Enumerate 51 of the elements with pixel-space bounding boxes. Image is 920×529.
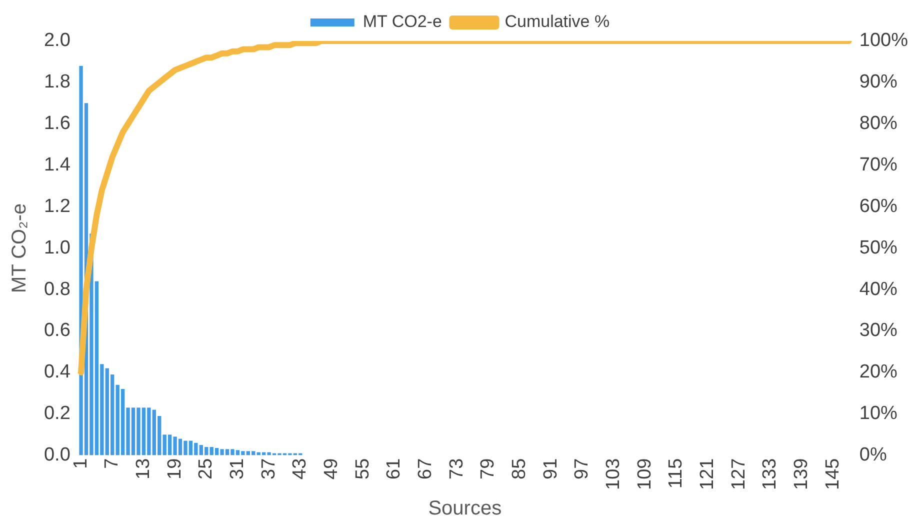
x-tick-label: 37: [258, 458, 280, 480]
x-tick-label: 49: [320, 458, 342, 480]
y-axis-title: MT CO₂-e: [8, 203, 31, 293]
y-tick-label: 1.0: [44, 237, 70, 258]
x-tick-label: 91: [540, 458, 562, 480]
y-tick-label: 0.4: [44, 362, 71, 383]
x-tick-label: 127: [728, 458, 750, 490]
legend-label: Cumulative %: [504, 12, 610, 32]
y-tick-label: 1.2: [44, 196, 70, 217]
y-tick-label: 1.4: [44, 154, 71, 176]
x-tick-label: 73: [446, 458, 468, 480]
x-tick-label: 25: [196, 458, 217, 480]
x-tick-label: 139: [791, 458, 812, 490]
x-tick-label: 7: [102, 458, 123, 469]
y2-tick-label: 30%: [859, 320, 898, 342]
y2-tick-label: 20%: [859, 362, 898, 383]
y-tick-label: 0.2: [44, 403, 70, 424]
x-tick-label: 43: [290, 458, 311, 480]
y2-tick-label: 80%: [859, 113, 898, 134]
y-tick-label: 0.8: [44, 278, 70, 300]
y-tick-label: 1.8: [44, 72, 70, 93]
y2-tick-label: 10%: [859, 403, 898, 424]
legend-label: MT CO2-e: [362, 12, 442, 32]
x-tick-label: 85: [508, 458, 530, 480]
y2-tick-label: 0%: [859, 444, 887, 466]
x-tick-label: 103: [602, 458, 624, 490]
y2-tick-label: 40%: [859, 278, 898, 300]
x-axis-title: Sources: [428, 498, 502, 520]
y2-tick-label: 90%: [859, 72, 898, 93]
x-tick-label: 133: [760, 458, 781, 490]
x-tick-label: 115: [666, 458, 687, 489]
y-tick-label: 0.0: [44, 444, 70, 466]
x-tick-label: 61: [384, 458, 405, 480]
x-tick-label: 1: [70, 458, 92, 469]
x-tick-label: 31: [226, 458, 248, 480]
y2-tick-label: 60%: [859, 196, 898, 217]
x-tick-label: 55: [352, 458, 374, 480]
x-tick-label: 13: [132, 458, 154, 480]
y-tick-label: 2.0: [44, 30, 70, 52]
y2-tick-label: 100%: [859, 30, 908, 52]
y-tick-label: 1.6: [44, 113, 70, 134]
x-tick-label: 97: [572, 458, 593, 480]
x-tick-label: 19: [164, 458, 186, 480]
y2-tick-label: 70%: [859, 154, 898, 176]
x-tick-label: 145: [822, 458, 844, 490]
y-tick-label: 0.6: [44, 320, 70, 342]
x-tick-label: 109: [634, 458, 656, 490]
y2-tick-label: 50%: [859, 237, 898, 258]
x-tick-label: 79: [478, 458, 499, 480]
x-tick-label: 67: [414, 458, 436, 480]
x-tick-label: 121: [697, 458, 718, 490]
